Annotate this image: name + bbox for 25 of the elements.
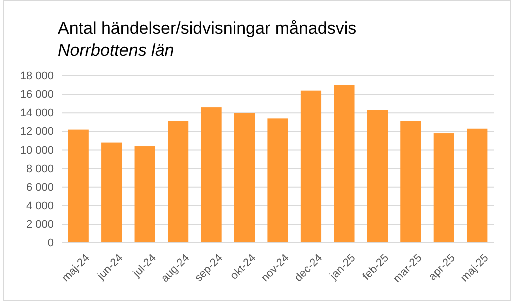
bar	[467, 128, 488, 243]
bar	[168, 121, 189, 243]
y-tick-label: 18 000	[20, 70, 54, 83]
bar	[68, 130, 89, 243]
y-tick-label: 6 000	[26, 182, 54, 194]
y-tick-label: 8 000	[26, 163, 54, 176]
bar	[268, 118, 288, 243]
bar	[134, 146, 156, 243]
y-tick-label: 12 000	[20, 126, 54, 138]
y-tick-label: 4 000	[26, 200, 54, 212]
bar	[234, 113, 256, 243]
chart-title: Antal händelser/sidvisningar månadsvis	[58, 19, 357, 38]
bar	[367, 110, 388, 243]
bar	[201, 108, 222, 243]
bar	[102, 142, 122, 243]
bar	[434, 134, 454, 243]
y-tick-label: 0	[48, 238, 54, 250]
y-tick-label: 2 000	[26, 218, 54, 231]
y-tick-label: 16 000	[20, 89, 54, 102]
chart-subtitle: Norrbottens län	[58, 41, 174, 60]
bar	[334, 85, 355, 243]
bar	[400, 121, 422, 243]
bar	[300, 90, 322, 243]
y-tick-label: 14 000	[20, 108, 54, 120]
y-tick-label: 10 000	[20, 144, 54, 157]
